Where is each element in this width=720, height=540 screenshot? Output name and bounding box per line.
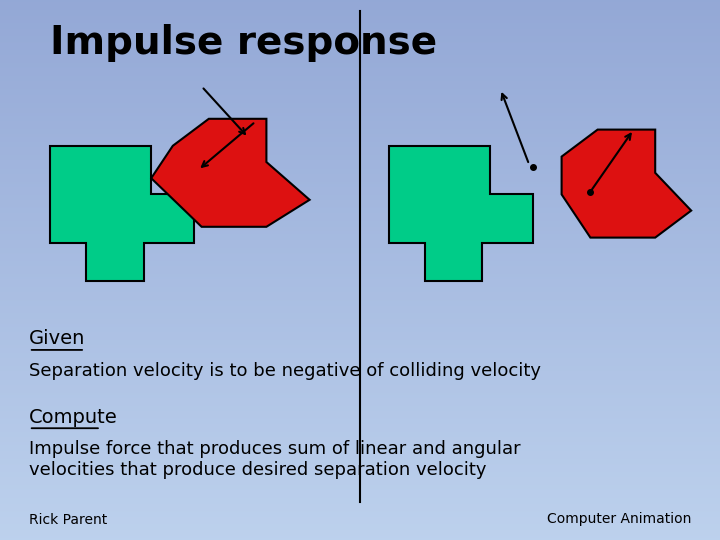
Text: Given: Given xyxy=(29,329,85,348)
Text: Separation velocity is to be negative of colliding velocity: Separation velocity is to be negative of… xyxy=(29,362,541,380)
Text: Compute: Compute xyxy=(29,408,117,427)
Polygon shape xyxy=(151,119,310,227)
Text: Impulse response: Impulse response xyxy=(50,24,438,62)
Text: Rick Parent: Rick Parent xyxy=(29,512,107,526)
Text: Computer Animation: Computer Animation xyxy=(546,512,691,526)
Polygon shape xyxy=(562,130,691,238)
Text: Impulse force that produces sum of linear and angular
velocities that produce de: Impulse force that produces sum of linea… xyxy=(29,440,521,479)
Polygon shape xyxy=(389,146,533,281)
Polygon shape xyxy=(50,146,194,281)
